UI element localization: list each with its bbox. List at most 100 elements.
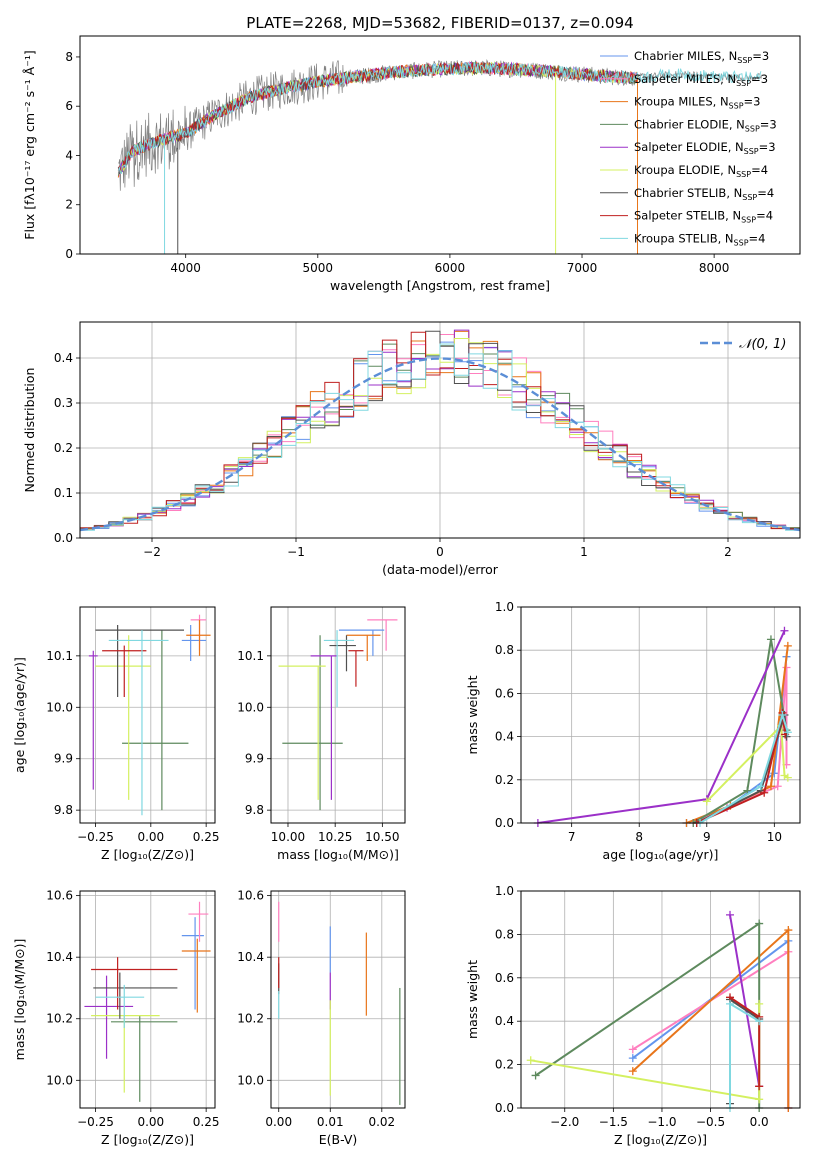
- weight-point-marker: [526, 1056, 535, 1065]
- weight-point-marker: [766, 635, 775, 644]
- x-tick-label: 0.0: [750, 1115, 769, 1129]
- weight-point-marker: [783, 728, 792, 737]
- x-axis-label: E(B-V): [319, 1132, 358, 1147]
- x-tick-label: 6000: [435, 261, 466, 275]
- y-tick-label: 0.6: [495, 971, 514, 985]
- legend-entry: Kroupa ELODIE, NSSP=4: [634, 163, 768, 179]
- legend-entry: Chabrier ELODIE, NSSP=3: [634, 117, 777, 133]
- histogram-series: [80, 343, 800, 531]
- weight-point-marker: [766, 782, 775, 791]
- y-tick-label: 0.4: [495, 730, 514, 744]
- x-tick-label: −0.5: [696, 1115, 725, 1129]
- y-tick-label: 9.8: [245, 803, 264, 817]
- x-tick-label: −2.0: [550, 1115, 579, 1129]
- y-tick-label: 0.0: [495, 816, 514, 830]
- legend-entry: Kroupa MILES, NSSP=3: [634, 95, 760, 111]
- x-tick-label: 10.50: [365, 830, 399, 844]
- x-tick-label: 10.25: [318, 830, 352, 844]
- x-tick-label: 9: [703, 830, 711, 844]
- x-tick-label: 0.25: [193, 1115, 220, 1129]
- weight-point-marker: [783, 641, 792, 650]
- y-tick-label: 0.8: [495, 643, 514, 657]
- y-tick-label: 0.3: [54, 396, 73, 410]
- y-tick-label: 0: [65, 247, 73, 261]
- y-axis-label: Flux [fλ10⁻¹⁷ erg cm⁻² s⁻¹ Å⁻¹]: [22, 50, 37, 239]
- x-tick-label: 4000: [170, 261, 201, 275]
- plot-frame: [520, 890, 801, 1109]
- weight-series-line: [706, 723, 789, 803]
- gaussian-legend-label: 𝒩(0, 1): [739, 337, 786, 352]
- weight-point-marker: [628, 1067, 637, 1076]
- histogram-series: [80, 331, 800, 533]
- y-tick-label: 8: [65, 50, 73, 64]
- y-tick-label: 1.0: [495, 884, 514, 898]
- weight-point-marker: [773, 782, 782, 791]
- x-tick-label: 0: [436, 545, 444, 559]
- weight-point-marker: [755, 1095, 764, 1104]
- z-age-panel: −0.25 0.00 0.25 9.8 9.9 10.0 10.1 Z [log₁₀(Z/Z⊙…: [12, 606, 220, 862]
- weight-point-marker: [755, 919, 764, 928]
- x-axis-label: (data-model)/error: [382, 562, 499, 577]
- weight-series-line: [729, 996, 761, 1087]
- y-tick-label: 10.6: [237, 889, 264, 903]
- plot-frame: [79, 606, 216, 824]
- y-axis-label: mass [log₁₀(M/M⊙)]: [12, 939, 27, 1061]
- x-tick-label: −1.5: [599, 1115, 628, 1129]
- legend-entry: Kroupa STELIB, NSSP=4: [634, 231, 765, 247]
- legend-entry: Chabrier MILES, NSSP=3: [634, 49, 769, 65]
- x-tick-label: 0.00: [265, 1115, 292, 1129]
- x-tick-label: 0.02: [368, 1115, 395, 1129]
- weight-point-marker: [702, 797, 711, 806]
- x-tick-label: 10: [767, 830, 782, 844]
- y-tick-label: 0.0: [495, 1101, 514, 1115]
- x-tick-label: −1: [287, 545, 305, 559]
- plot-frame: [79, 35, 801, 255]
- y-tick-label: 10.4: [237, 950, 264, 964]
- x-axis-label: Z [log₁₀(Z/Z⊙)]: [101, 847, 194, 862]
- x-tick-label: 10.00: [271, 830, 305, 844]
- y-tick-label: 0.2: [495, 773, 514, 787]
- y-tick-label: 4: [65, 148, 73, 162]
- y-axis-label: mass weight: [465, 960, 480, 1039]
- y-tick-label: 2: [65, 198, 73, 212]
- plot-frame: [520, 606, 801, 824]
- x-tick-label: 8: [635, 830, 643, 844]
- z-weight-panel: −2.0 −1.5 −1.0 −0.5 0.0 0.0 0.2 0.4 0.6 0.8 1.0 Z […: [465, 884, 801, 1147]
- x-tick-label: 1: [580, 545, 588, 559]
- legend-entry: Salpeter MILES, NSSP=3: [634, 72, 768, 88]
- y-tick-label: 10.4: [46, 950, 73, 964]
- y-tick-label: 0.2: [495, 1058, 514, 1072]
- y-tick-label: 6: [65, 99, 73, 113]
- weight-point-marker: [780, 626, 789, 635]
- x-axis-label: wavelength [Angstrom, rest frame]: [330, 278, 550, 293]
- y-tick-label: 10.0: [46, 700, 73, 714]
- weight-series-line: [692, 639, 788, 823]
- weight-point-marker: [778, 711, 787, 719]
- x-tick-label: 0.00: [137, 830, 164, 844]
- y-tick-label: 0.1: [54, 486, 73, 500]
- model-spectrum-series: [117, 62, 638, 175]
- y-tick-label: 9.8: [54, 803, 73, 817]
- weight-point-marker: [755, 1082, 764, 1091]
- x-tick-label: 7: [568, 830, 576, 844]
- legend-entry: Chabrier STELIB, NSSP=4: [634, 186, 774, 202]
- y-axis-label: age [log₁₀(age/yr)]: [12, 657, 27, 773]
- y-tick-label: 1.0: [495, 600, 514, 614]
- y-tick-label: 0.2: [54, 441, 73, 455]
- weight-point-marker: [628, 1045, 637, 1054]
- y-tick-label: 0.0: [54, 531, 73, 545]
- model-spectrum-series: [117, 61, 638, 172]
- x-axis-label: age [log₁₀(age/yr)]: [603, 847, 719, 862]
- y-tick-label: 10.0: [237, 1073, 264, 1087]
- x-tick-label: 0.00: [137, 1115, 164, 1129]
- x-tick-label: −1.0: [647, 1115, 676, 1129]
- legend-entry: Salpeter ELODIE, NSSP=3: [634, 140, 776, 156]
- plot-frame: [79, 890, 216, 1109]
- y-tick-label: 10.0: [237, 700, 264, 714]
- x-tick-label: −2: [143, 545, 161, 559]
- x-tick-label: 2: [724, 545, 732, 559]
- y-tick-label: 0.6: [495, 686, 514, 700]
- y-tick-label: 10.2: [237, 1012, 264, 1026]
- y-tick-label: 0.8: [495, 927, 514, 941]
